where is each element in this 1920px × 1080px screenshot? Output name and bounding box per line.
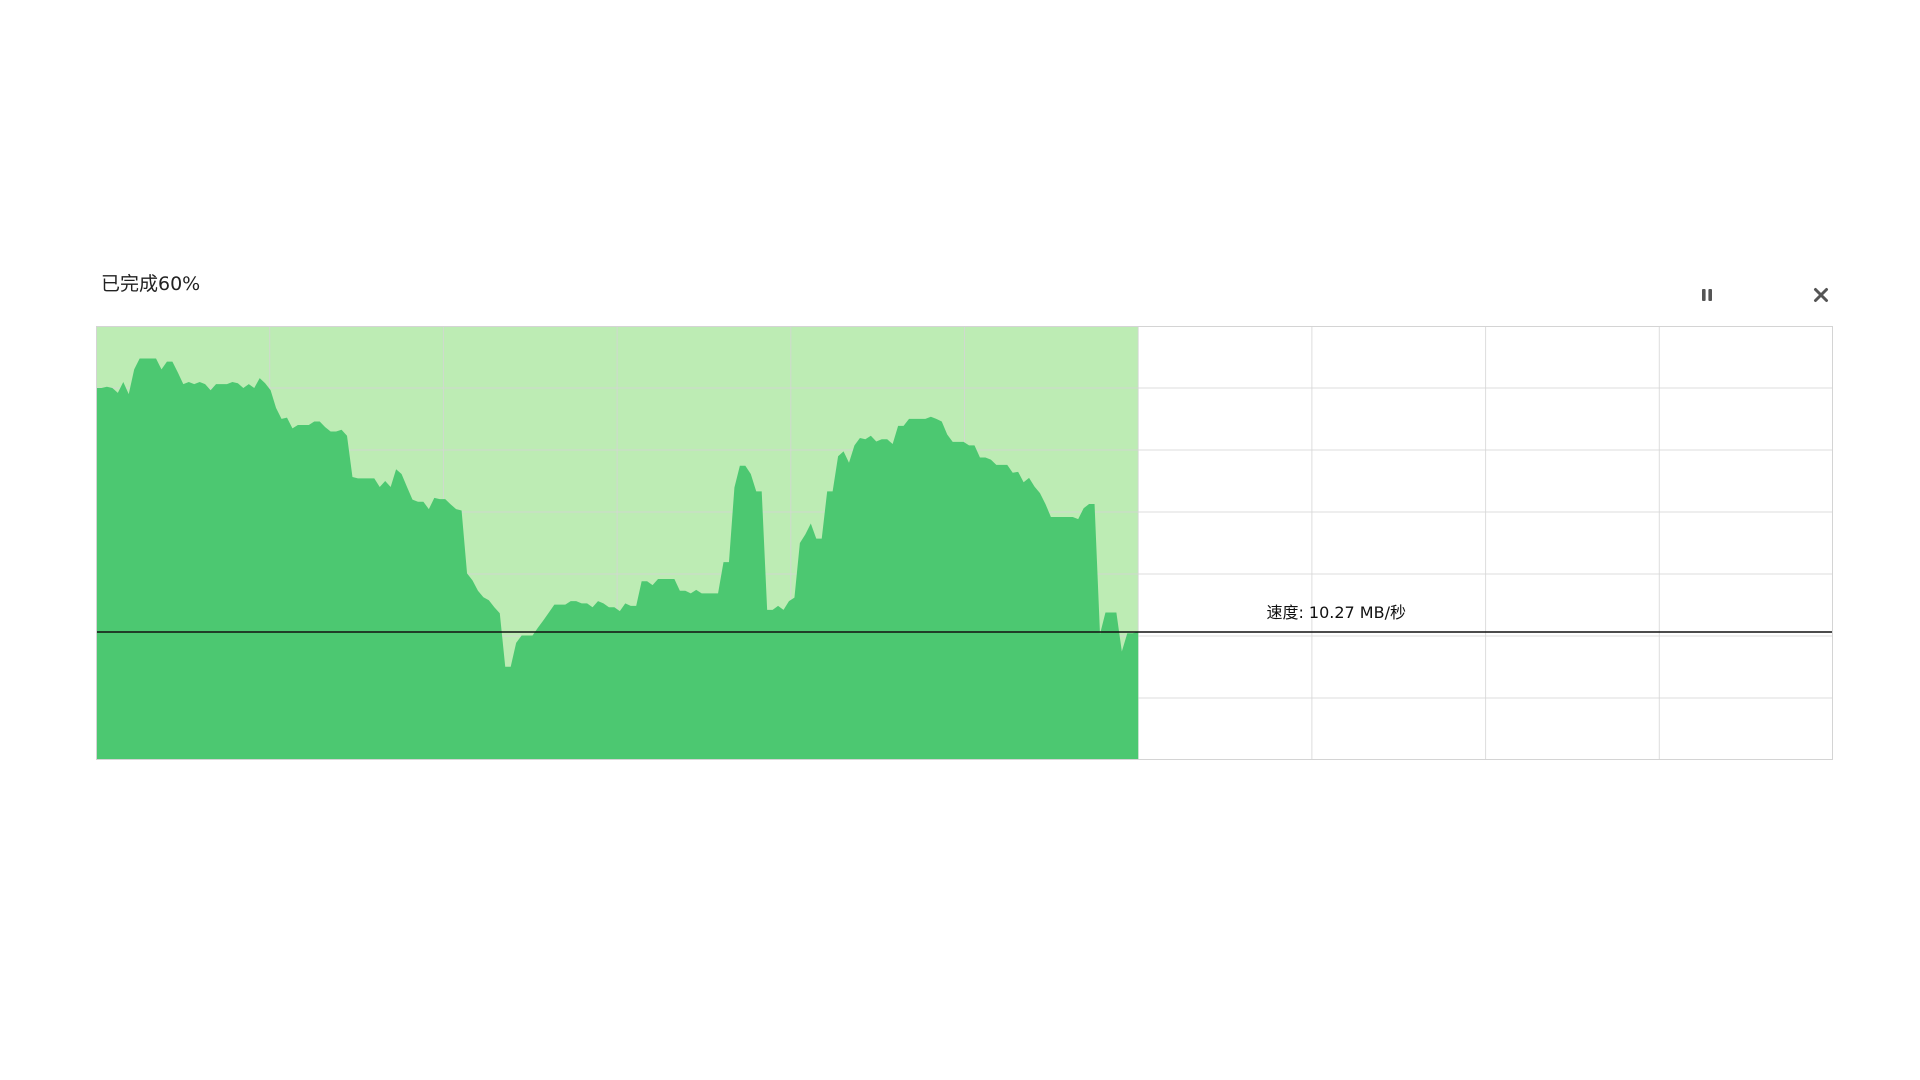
progress-status-label: 已完成60% [101, 273, 201, 295]
pause-button[interactable] [1692, 280, 1722, 310]
speed-chart: 速度: 10.27 MB/秒 [96, 326, 1833, 760]
close-icon [1814, 288, 1828, 302]
speed-chart-svg: 速度: 10.27 MB/秒 [96, 326, 1833, 760]
speed-label: 速度: 10.27 MB/秒 [1266, 603, 1406, 622]
pause-icon [1702, 289, 1712, 301]
chart-border [96, 326, 1833, 760]
close-button[interactable] [1806, 280, 1836, 310]
speed-series-area [96, 358, 1139, 760]
